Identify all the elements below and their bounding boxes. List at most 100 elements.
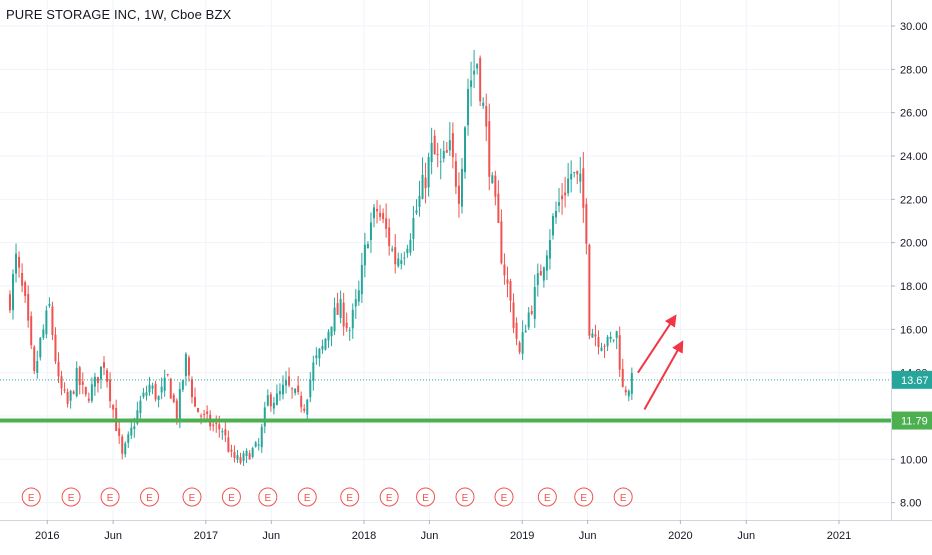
candle-body [294,388,297,393]
price-label-box [892,370,932,389]
candle-body [130,427,133,436]
candle-body [281,384,284,395]
candle-body [518,342,521,353]
candle-body [442,151,445,159]
candle-body [127,434,130,443]
candle-body [169,378,172,399]
candle-body [30,316,33,346]
price-label-box [892,411,932,430]
y-tick-label: 20.00 [900,238,928,250]
candle-body [336,303,339,315]
candle-body [239,457,242,463]
candle-body [288,376,291,386]
earnings-marker-label: E [304,493,311,504]
candle-body [372,207,375,219]
earnings-marker [221,487,241,507]
candle-body [379,212,382,217]
candle-body [479,57,482,102]
x-tick-label: 2017 [194,530,218,542]
candle-body [157,396,160,400]
candle-body [524,330,527,333]
candle-body [366,244,369,249]
candle-body [272,402,275,409]
candle-body [573,171,576,173]
candle-body [112,405,115,410]
earnings-marker [100,487,120,507]
candle-body [409,239,412,253]
candle-body [160,386,163,393]
candle-body [433,135,436,155]
candle-body [324,338,327,350]
candle-body [230,449,233,452]
candle-body [227,437,230,452]
candle-body [251,448,254,457]
candle-body [39,337,42,358]
chart-title: PURE STORAGE INC, 1W, Cboe BZX [6,7,232,22]
earnings-marker [455,487,475,507]
candle-body [385,218,388,229]
candle-body [597,337,600,348]
candle-body [194,397,197,407]
candle-body [615,331,618,338]
candle-body [66,391,69,404]
candle-body [203,413,206,415]
candle-body [96,376,99,384]
candle-body [454,161,457,187]
earnings-marker [61,487,81,507]
earnings-marker [379,487,399,507]
candle-body [585,204,588,244]
candle-body [109,379,112,402]
candle-body [263,407,266,427]
candle-body [318,348,321,359]
earnings-marker-label: E [68,493,75,504]
x-tick-label: Jun [262,530,280,542]
y-tick-label: 24.00 [900,151,928,163]
candle-body [591,333,594,338]
candle-body [348,330,351,332]
candle-body [181,380,184,390]
candle-body [488,121,491,177]
candle-body [558,202,561,206]
candle-body [579,173,582,182]
candle-body [369,222,372,240]
candle-body [570,173,573,180]
earnings-marker-label: E [264,493,271,504]
candle-body [90,384,93,401]
candle-body [430,142,433,162]
candle-body [448,140,451,151]
candle-body [51,306,54,335]
earnings-marker [613,487,633,507]
candle-body [451,133,454,158]
candle-body [297,385,300,393]
candle-body [424,177,427,189]
candle-body [69,390,72,401]
candle-body [476,64,479,69]
candle-body [439,161,442,163]
trend-arrow [643,340,684,410]
candle-body [27,293,30,321]
candle-body [206,411,209,414]
x-tick-label: 2016 [35,530,59,542]
candle-body [178,388,181,422]
x-tick-label: 2020 [668,530,692,542]
earnings-marker-label: E [620,493,627,504]
candle-body [609,336,612,340]
candle-body [236,455,239,460]
candle-body [242,453,245,461]
candle-body [427,157,430,188]
candle-body [618,335,621,370]
earnings-marker-label: E [28,493,35,504]
candle-body [103,362,106,368]
candle-body [533,287,536,319]
candle-body [494,175,497,197]
candle-body [436,153,439,155]
grid-lines [0,0,891,520]
x-tick-label: Jun [421,530,439,542]
candle-body [278,391,281,395]
candle-body [467,89,470,126]
candle-body [145,392,148,396]
candle-body [81,381,84,385]
earnings-marker-label: E [386,493,393,504]
